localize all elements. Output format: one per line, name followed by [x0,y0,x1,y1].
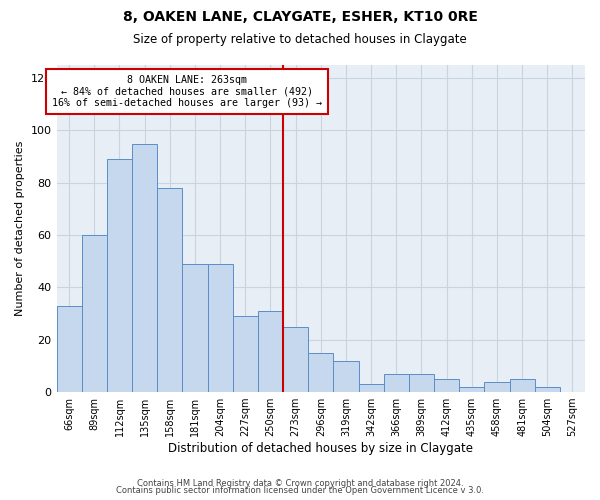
Bar [484,382,509,392]
X-axis label: Distribution of detached houses by size in Claygate: Distribution of detached houses by size … [168,442,473,455]
Bar [359,384,383,392]
Bar [409,374,434,392]
Bar [434,379,459,392]
Bar [82,235,107,392]
Bar [258,311,283,392]
Text: 8, OAKEN LANE, CLAYGATE, ESHER, KT10 0RE: 8, OAKEN LANE, CLAYGATE, ESHER, KT10 0RE [122,10,478,24]
Bar [509,379,535,392]
Bar [56,306,82,392]
Bar [208,264,233,392]
Bar [334,360,359,392]
Bar [283,326,308,392]
Text: Contains public sector information licensed under the Open Government Licence v : Contains public sector information licen… [116,486,484,495]
Text: 8 OAKEN LANE: 263sqm
← 84% of detached houses are smaller (492)
16% of semi-deta: 8 OAKEN LANE: 263sqm ← 84% of detached h… [52,74,322,108]
Bar [107,159,132,392]
Bar [459,387,484,392]
Text: Contains HM Land Registry data © Crown copyright and database right 2024.: Contains HM Land Registry data © Crown c… [137,478,463,488]
Bar [535,387,560,392]
Bar [132,144,157,392]
Y-axis label: Number of detached properties: Number of detached properties [15,141,25,316]
Bar [233,316,258,392]
Text: Size of property relative to detached houses in Claygate: Size of property relative to detached ho… [133,32,467,46]
Bar [182,264,208,392]
Bar [308,353,334,392]
Bar [383,374,409,392]
Bar [157,188,182,392]
